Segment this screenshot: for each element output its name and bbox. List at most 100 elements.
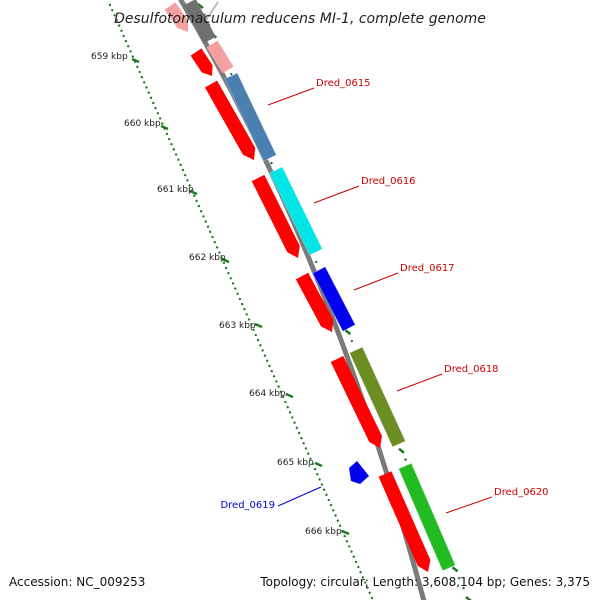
scale-dot — [311, 462, 314, 466]
scale-tick — [189, 189, 198, 196]
scale-dot — [361, 576, 365, 579]
scale-tick — [160, 124, 169, 131]
feature-faded — [184, 0, 216, 43]
scale-dot — [245, 313, 248, 316]
scale-dot — [263, 354, 267, 357]
tick-label: 664 kbp — [249, 389, 286, 399]
scale-dot — [327, 498, 330, 502]
genome-summary-text: Topology: circular; Length: 3,608,104 bp… — [259, 575, 590, 589]
scale-dot — [204, 220, 207, 223]
scale-dot — [307, 452, 310, 455]
scale-dot — [220, 256, 223, 259]
gene-label-dred_0618: Dred_0618 — [444, 364, 499, 375]
cds-arrow — [204, 80, 256, 160]
gene-bar — [349, 461, 369, 484]
guide-dot — [350, 339, 354, 343]
tick-label: 659 kbp — [91, 52, 128, 62]
scale-tick — [221, 257, 230, 264]
gene-bar — [312, 266, 356, 332]
scale-dot — [320, 483, 324, 486]
scale-tick — [131, 57, 140, 64]
scale-tick — [254, 322, 263, 329]
scale-tick — [314, 461, 323, 468]
scale-dot — [231, 282, 235, 285]
gene-bar — [269, 166, 323, 256]
scale-dot — [222, 261, 226, 265]
scale-dot — [165, 132, 169, 136]
scale-dot — [316, 473, 319, 476]
scale-dot — [293, 421, 296, 424]
scale-dot — [334, 514, 337, 517]
scale-dot — [250, 323, 253, 326]
scale-dot — [341, 529, 344, 533]
scale-dot — [309, 457, 312, 460]
scale-dot — [161, 122, 164, 125]
scale-dot — [158, 117, 162, 120]
scale-dot — [272, 375, 276, 378]
scale-dot — [350, 550, 353, 553]
gene-label-dred_0620: Dred_0620 — [494, 487, 549, 498]
scale-dot — [354, 560, 358, 564]
guide-dot — [314, 260, 318, 264]
scale-dot — [302, 442, 305, 445]
gene-label-dred_0617: Dred_0617 — [400, 263, 455, 274]
tick-label: 666 kbp — [305, 527, 342, 537]
scale-dot — [218, 251, 221, 254]
tick-label: 661 kbp — [157, 185, 194, 195]
scale-dot — [300, 436, 303, 440]
scale-dot — [213, 241, 216, 244]
scale-dot — [211, 235, 214, 239]
label-leader-line — [267, 87, 315, 106]
scale-dot — [227, 271, 230, 275]
scale-dot — [359, 571, 362, 574]
tick-label: 665 kbp — [277, 458, 314, 468]
tick-label: 660 kbp — [124, 119, 161, 129]
kbp-scale: 659 kbp 660 kbp 661 kbp 662 kbp 663 kbp 664 k… — [91, 52, 350, 537]
cds-arrow — [251, 174, 300, 258]
scale-dot — [136, 65, 139, 69]
scale-dot — [147, 91, 150, 94]
scale-dot — [352, 555, 355, 558]
gene-bar — [224, 72, 277, 162]
scale-dot — [363, 581, 367, 584]
scale-dot — [177, 158, 180, 161]
scale-dot — [127, 45, 130, 48]
scale-dot — [247, 318, 251, 321]
scale-dot — [183, 173, 187, 177]
scale-dot — [325, 493, 328, 497]
scale-dot — [297, 431, 301, 435]
scale-dot — [145, 86, 148, 89]
scale-dot — [240, 302, 244, 306]
scale-dot — [338, 524, 342, 528]
scale-dot — [318, 478, 321, 481]
scale-dot — [348, 545, 351, 548]
scale-dot — [174, 153, 178, 156]
guide-dash — [398, 447, 405, 454]
scale-dot — [124, 39, 128, 43]
guide-dot — [404, 458, 407, 461]
scale-dot — [117, 24, 121, 27]
cds-arrow — [330, 356, 382, 448]
label-leader-line — [396, 373, 443, 392]
scale-dot — [179, 163, 182, 167]
scale-dot — [149, 96, 153, 100]
tick-label: 662 kbp — [189, 253, 226, 263]
scale-dot — [286, 406, 289, 409]
scale-dot — [195, 199, 198, 203]
guide-dot — [462, 586, 465, 590]
gene-label-dred_0615: Dred_0615 — [316, 78, 371, 89]
scale-dot — [186, 179, 189, 182]
guide-dot — [270, 161, 273, 165]
scale-dot — [243, 308, 246, 311]
scale-dot — [209, 230, 212, 234]
scale-dot — [108, 3, 112, 7]
scale-dot — [206, 225, 210, 228]
scale-dot — [295, 426, 299, 430]
scale-dot — [156, 112, 160, 115]
scale-dot — [215, 246, 219, 249]
label-leader-line — [445, 496, 493, 514]
scale-dot — [329, 503, 333, 507]
feature-track — [164, 0, 457, 572]
gene-bar — [397, 462, 457, 572]
cds-arrow — [295, 272, 334, 332]
